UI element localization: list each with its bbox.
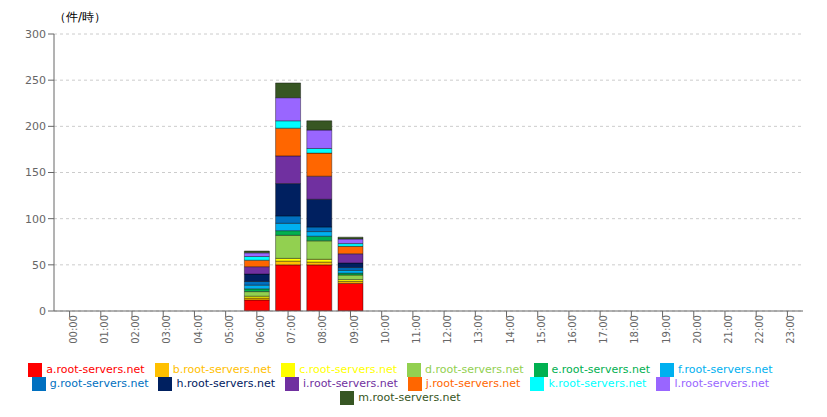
html-text:c.root-servers.net: c.root-servers.net	[299, 363, 397, 376]
html-text:e.root-servers.net: e.root-servers.net	[551, 363, 650, 376]
html-text:k.root-servers.net: k.root-servers.net	[548, 377, 647, 390]
svg-text:15:00: 15:00	[536, 315, 547, 344]
svg-text:12:00: 12:00	[442, 315, 453, 344]
svg-text:19:00: 19:00	[661, 315, 672, 344]
html-text:f.root-servers.net: f.root-servers.net	[678, 363, 773, 376]
svg-text:300: 300	[25, 28, 46, 41]
svg-text:06:00: 06:00	[255, 315, 266, 344]
svg-text:03:00: 03:00	[161, 315, 172, 344]
html-text:d.root-servers.net: d.root-servers.net	[425, 363, 524, 376]
svg-text:00:00: 00:00	[68, 315, 79, 344]
svg-text:20:00: 20:00	[692, 315, 703, 344]
html-text:g.root-servers.net: g.root-servers.net	[49, 377, 149, 390]
svg-text:150: 150	[25, 166, 46, 179]
svg-text:13:00: 13:00	[473, 315, 484, 344]
html-text:l.root-servers.net: l.root-servers.net	[674, 377, 770, 390]
svg-text:22:00: 22:00	[754, 315, 765, 344]
svg-text:0: 0	[39, 305, 46, 318]
svg-text:16:00: 16:00	[567, 315, 578, 344]
svg-text:01:00: 01:00	[99, 315, 110, 344]
svg-text:21:00: 21:00	[723, 315, 734, 344]
svg-text:07:00: 07:00	[286, 315, 297, 344]
svg-text:05:00: 05:00	[224, 315, 235, 344]
html-text:b.root-servers.net: b.root-servers.net	[172, 363, 272, 376]
svg-text:09:00: 09:00	[349, 315, 360, 344]
svg-text:50: 50	[32, 259, 46, 272]
html-text:h.root-servers.net: h.root-servers.net	[176, 377, 276, 390]
html-text:i.root-servers.net: i.root-servers.net	[303, 377, 398, 390]
svg-text:08:00: 08:00	[317, 315, 328, 344]
svg-text:02:00: 02:00	[130, 315, 141, 344]
svg-text:100: 100	[25, 213, 46, 226]
svg-text:23:00: 23:00	[785, 315, 796, 344]
svg-text:14:00: 14:00	[505, 315, 516, 344]
html-text:j.root-servers.net: j.root-servers.net	[425, 377, 521, 390]
svg-text:17:00: 17:00	[598, 315, 609, 344]
html-text:a.root-servers.net: a.root-servers.net	[46, 363, 145, 376]
svg-text:200: 200	[25, 120, 46, 133]
html-text:m.root-servers.net: m.root-servers.net	[358, 391, 461, 404]
svg-text:250: 250	[25, 74, 46, 87]
svg-text:10:00: 10:00	[380, 315, 391, 344]
svg-text:04:00: 04:00	[193, 315, 204, 344]
html-text:（件/時）: （件/時）	[54, 10, 106, 24]
svg-text:11:00: 11:00	[411, 315, 422, 344]
svg-text:18:00: 18:00	[629, 315, 640, 344]
